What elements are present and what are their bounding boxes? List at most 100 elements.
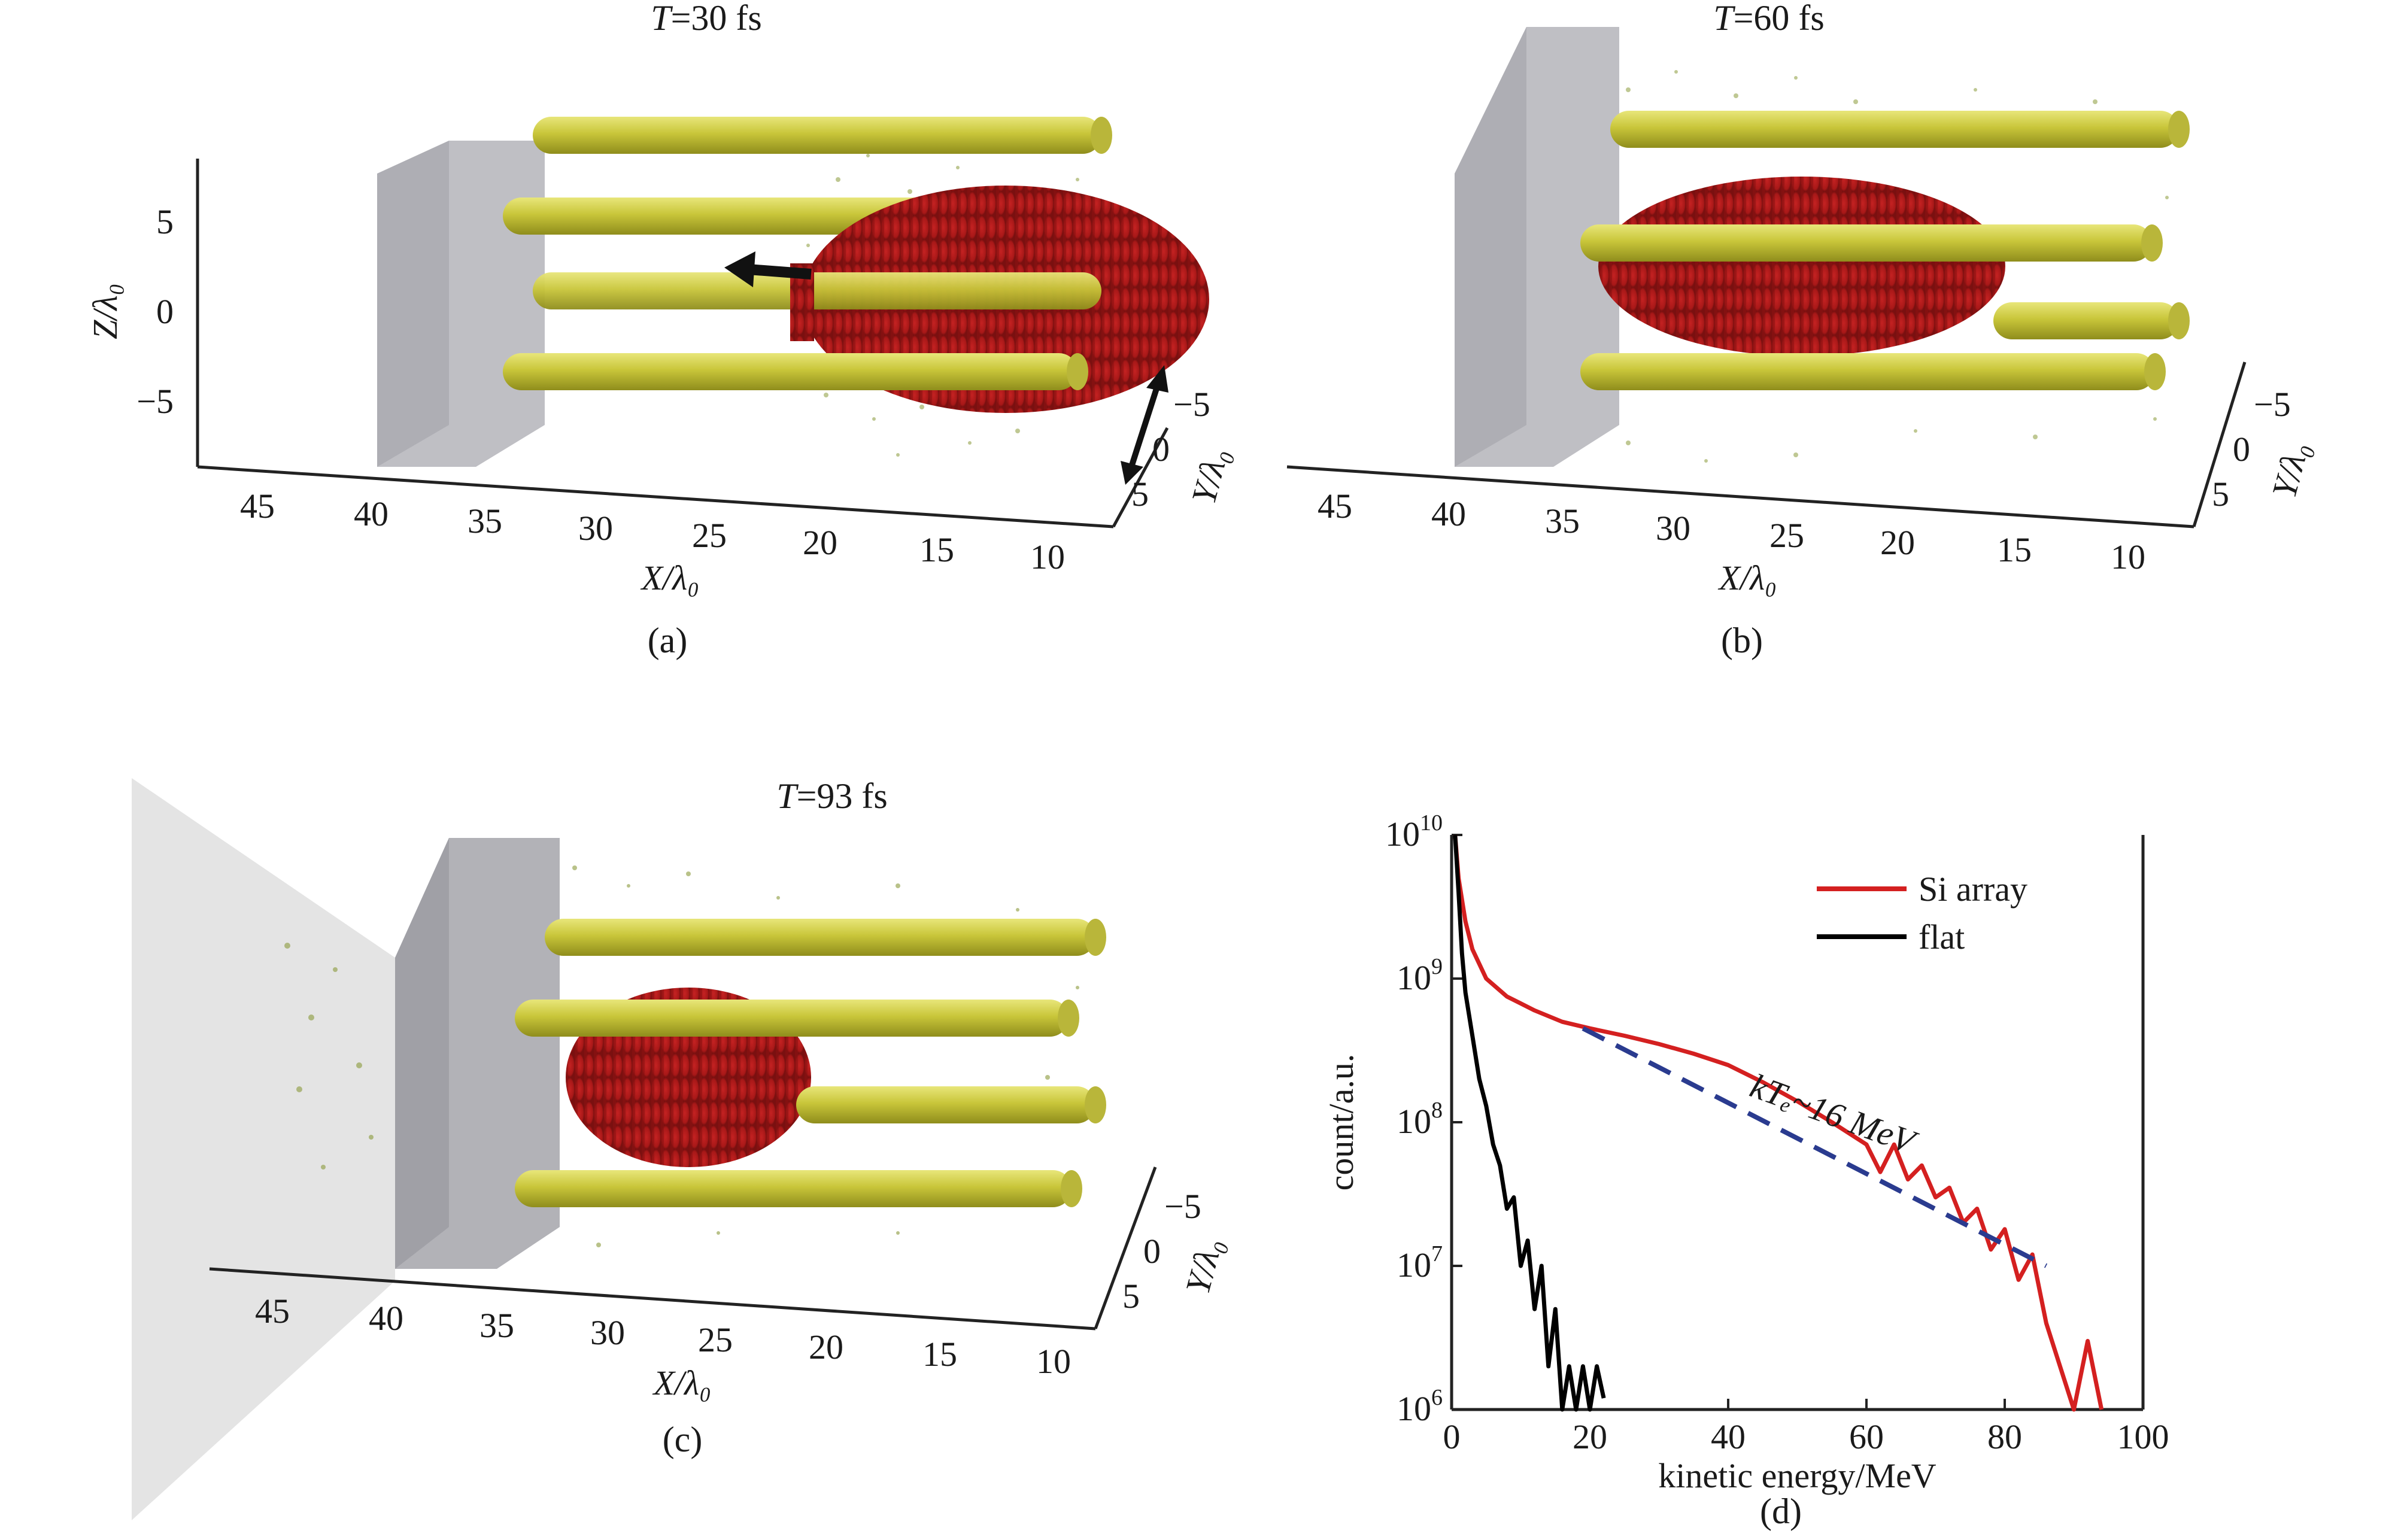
fit-annotation: kTₑ~16 MeV (1746, 1066, 1924, 1162)
y-tick-label: 108 (1397, 1098, 1443, 1141)
x-tick: 35 (1545, 502, 1580, 540)
x-tick-label: 20 (1573, 1417, 1607, 1456)
rod (1993, 302, 2190, 339)
x-tick-label: 0 (1443, 1417, 1461, 1456)
panel-c: T=93 fs 45 40 35 30 25 20 15 10 X/λ₀ −5 … (132, 776, 1230, 1520)
panel-a-rods (503, 117, 1209, 413)
rod (796, 1086, 1106, 1123)
rod (503, 353, 1088, 390)
panel-a-label: (a) (648, 621, 688, 660)
x-tick: 45 (255, 1292, 290, 1331)
rod (1580, 224, 2163, 262)
x-tick: 45 (1318, 487, 1352, 526)
panel-b-y-axis-label: Y/λ₀ (2265, 438, 2317, 502)
panel-c-axes (209, 1167, 1157, 1331)
laser-pulse (1598, 177, 2005, 356)
panel-a-title: T=30 fs (651, 0, 762, 38)
x-tick: 10 (1036, 1342, 1071, 1381)
panel-a: T=30 fs 45 40 35 30 25 20 15 10 X/λ₀ 5 0… (86, 0, 1236, 660)
fit-line (1582, 1026, 2048, 1268)
x-tick: 30 (578, 509, 613, 548)
y-tick: −5 (1164, 1187, 1201, 1226)
panel-d-chart: 0 20 40 60 80 100 106 107 108 109 1010 kinetic ene… (1322, 810, 2169, 1531)
panel-b-target-block (1455, 27, 1619, 467)
panel-a-x-ticks: 45 40 35 30 25 20 15 10 (240, 487, 1065, 576)
panel-b-axes (1286, 362, 2247, 528)
y-axis-label: count/a.u. (1322, 1054, 1361, 1191)
x-tick: 30 (590, 1313, 625, 1352)
panel-a-axes (196, 159, 1169, 528)
x-tick: 45 (240, 487, 275, 526)
panel-c-title: T=93 fs (776, 776, 888, 816)
y-tick: 5 (1131, 475, 1149, 514)
y-tick-label: 107 (1397, 1241, 1443, 1284)
x-tick: 10 (1030, 537, 1065, 576)
series-line-flat (1453, 834, 1606, 1412)
panel-b-label: (b) (1721, 621, 1763, 660)
x-tick: 35 (479, 1306, 514, 1345)
x-tick: 40 (369, 1299, 403, 1338)
panel-c-laser-cone (132, 778, 395, 1520)
panel-a-target-block (377, 141, 545, 467)
series-lines (1453, 834, 2104, 1412)
panel-a-z-ticks: 5 0 −5 (136, 202, 174, 421)
x-tick: 25 (1769, 516, 1804, 555)
y-tick-label: 106 (1397, 1385, 1443, 1428)
x-tick: 15 (1997, 530, 2032, 569)
x-tick: 20 (1880, 523, 1915, 562)
x-tick: 40 (354, 494, 388, 533)
panel-c-scatter (284, 865, 1079, 1247)
axis-ticks: 0 20 40 60 80 100 106 107 108 109 1010 (1385, 810, 2169, 1456)
series-line-si-array (1453, 834, 2104, 1412)
panel-b-rods (1580, 111, 2190, 390)
rod (515, 1170, 1082, 1207)
panel-c-x-ticks: 45 40 35 30 25 20 15 10 (255, 1292, 1071, 1381)
rod (533, 272, 1101, 309)
panel-a-y-axis-label: Y/λ₀ (1184, 444, 1236, 508)
x-tick: 10 (2111, 537, 2145, 576)
x-tick: 30 (1656, 509, 1690, 548)
panel-c-y-ticks: −5 0 5 (1122, 1187, 1201, 1316)
x-tick: 15 (922, 1335, 957, 1374)
panel-a-y-ticks: −5 0 5 (1131, 385, 1210, 514)
panel-c-rods (515, 919, 1106, 1207)
y-tick-label: 109 (1397, 954, 1443, 997)
x-tick: 20 (809, 1328, 843, 1366)
panel-b-title: T=60 fs (1713, 0, 1825, 38)
x-tick: 15 (919, 530, 954, 569)
x-tick-label: 100 (2117, 1417, 2169, 1456)
x-tick: 25 (698, 1320, 733, 1359)
legend-label: Si array (1919, 870, 2027, 909)
legend-label: flat (1919, 918, 1965, 956)
panel-a-x-axis-label: X/λ₀ (641, 558, 700, 597)
rod (515, 1000, 1079, 1037)
x-tick: 25 (692, 516, 727, 555)
y-tick: 5 (1122, 1277, 1140, 1316)
x-tick-label: 40 (1711, 1417, 1746, 1456)
legend: Si array flat (1817, 870, 2027, 956)
panel-a-double-arrow (1121, 365, 1168, 485)
panel-a-z-axis-label: Z/λ₀ (86, 283, 125, 339)
panel-b-x-ticks: 45 40 35 30 25 20 15 10 (1318, 487, 2145, 576)
x-tick-label: 80 (1987, 1417, 2022, 1456)
rod (1610, 111, 2190, 148)
panel-b: T=60 fs 45 40 35 30 25 20 15 10 X/λ₀ −5 … (1286, 0, 2317, 660)
panel-c-label: (c) (663, 1420, 703, 1459)
panel-c-x-axis-label: X/λ₀ (652, 1363, 712, 1402)
panel-c-y-axis-label: Y/λ₀ (1178, 1234, 1230, 1298)
z-tick: 0 (156, 292, 174, 331)
rod (545, 919, 1106, 956)
y-tick: 0 (2233, 430, 2250, 469)
panel-d-label: (d) (1760, 1492, 1802, 1531)
x-tick: 35 (468, 502, 502, 540)
panel-b-x-axis-label: X/λ₀ (1718, 558, 1777, 597)
x-tick: 40 (1431, 494, 1466, 533)
z-tick: 5 (156, 202, 174, 241)
y-tick: 0 (1143, 1232, 1161, 1271)
y-tick: −5 (2254, 385, 2291, 424)
y-tick: 5 (2212, 475, 2229, 514)
rod (1580, 353, 2166, 390)
y-tick: −5 (1173, 385, 1210, 424)
panel-b-y-ticks: −5 0 5 (2212, 385, 2291, 514)
